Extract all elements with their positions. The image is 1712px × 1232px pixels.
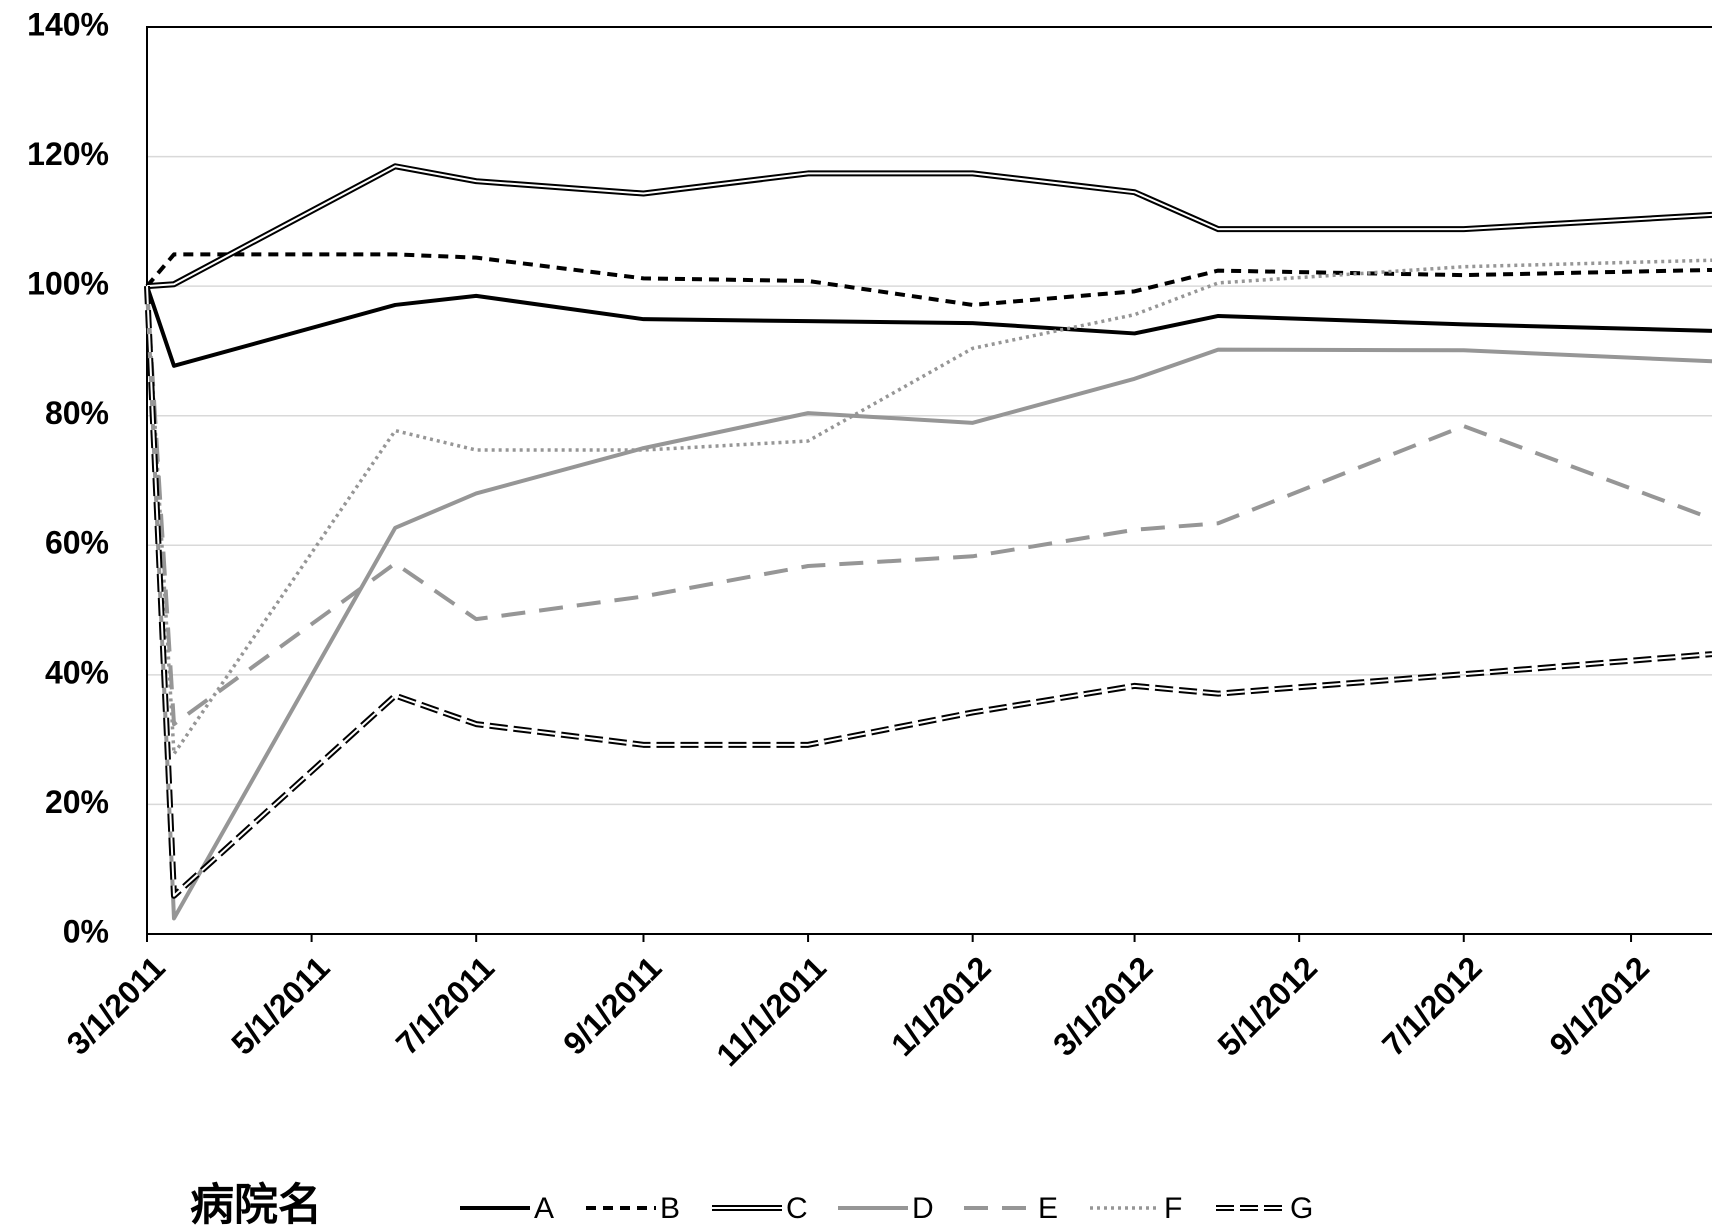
series-line	[145, 286, 1712, 727]
series-line	[145, 285, 1712, 368]
legend-label: A	[534, 1192, 554, 1225]
y-tick-label: 100%	[27, 266, 109, 302]
series-line	[145, 258, 1712, 756]
series-line-inner	[146, 165, 1712, 288]
y-tick-label: 40%	[45, 654, 109, 690]
legend-label: C	[786, 1192, 808, 1225]
series-line	[146, 163, 1712, 290]
legend-label: E	[1038, 1192, 1058, 1225]
series-line	[145, 286, 1712, 921]
x-tick-label: 9/1/2011	[556, 949, 668, 1061]
x-tick-label: 5/1/2012	[1211, 949, 1325, 1063]
y-tick-label: 20%	[45, 784, 109, 820]
legend-label: F	[1164, 1192, 1182, 1225]
legend-title: 病院名	[190, 1181, 322, 1230]
x-tick-label: 1/1/2012	[884, 949, 998, 1063]
series-line	[145, 252, 1712, 307]
legend-label: G	[1290, 1192, 1313, 1225]
x-tick-label: 5/1/2011	[224, 949, 336, 1061]
y-tick-label: 120%	[27, 136, 109, 172]
y-tick-label: 0%	[63, 913, 109, 949]
x-tick-label: 3/1/2011	[60, 949, 172, 1061]
x-tick-label: 9/1/2012	[1542, 949, 1656, 1063]
x-tick-label: 3/1/2012	[1046, 949, 1160, 1063]
y-tick-label: 80%	[45, 395, 109, 431]
y-tick-label: 60%	[45, 525, 109, 561]
x-tick-label: 7/1/2011	[389, 949, 501, 1061]
plot-border	[146, 26, 1712, 935]
y-tick-label: 140%	[27, 6, 109, 42]
legend-label: B	[660, 1192, 680, 1225]
legend-label: D	[912, 1192, 934, 1225]
x-tick-label: 7/1/2012	[1375, 949, 1489, 1063]
x-tick-label: 11/1/2011	[709, 949, 833, 1073]
series-line-inner	[146, 286, 1712, 897]
